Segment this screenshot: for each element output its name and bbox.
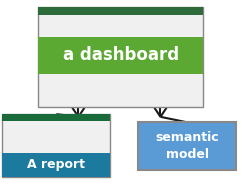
FancyBboxPatch shape: [138, 122, 236, 170]
Text: A report: A report: [27, 158, 85, 171]
FancyBboxPatch shape: [2, 153, 110, 177]
FancyBboxPatch shape: [38, 7, 203, 107]
FancyBboxPatch shape: [38, 37, 203, 74]
Text: semantic
model: semantic model: [156, 131, 219, 161]
FancyBboxPatch shape: [2, 114, 110, 121]
FancyBboxPatch shape: [38, 7, 203, 15]
Text: a dashboard: a dashboard: [63, 46, 179, 64]
FancyBboxPatch shape: [2, 114, 110, 177]
